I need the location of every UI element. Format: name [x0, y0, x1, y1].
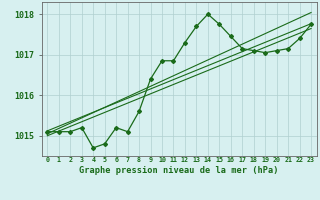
X-axis label: Graphe pression niveau de la mer (hPa): Graphe pression niveau de la mer (hPa): [79, 166, 279, 175]
